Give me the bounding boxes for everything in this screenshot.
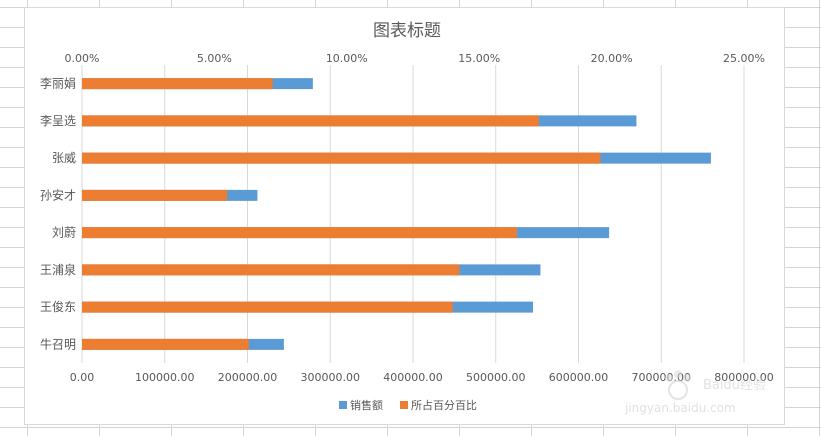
primary-tick-label: 200000.00 bbox=[218, 371, 278, 384]
primary-tick-label: 600000.00 bbox=[549, 371, 609, 384]
primary-tick-label: 500000.00 bbox=[466, 371, 526, 384]
paw-logo-icon bbox=[665, 370, 691, 400]
primary-tick-label: 0.00 bbox=[70, 371, 95, 384]
legend-swatch bbox=[339, 401, 347, 409]
primary-tick-label: 400000.00 bbox=[383, 371, 443, 384]
stacked-bar-chart: 图表标题 0.00% 5.00% 10.00% 15.00% 20.00% 25.00% … bbox=[40, 21, 774, 415]
secondary-tick-label: 10.00% bbox=[326, 52, 368, 65]
category-label: 李丽娟 bbox=[40, 76, 76, 91]
chart-title: 图表标题 bbox=[373, 21, 441, 41]
watermark-logo-text: Baidu经验 bbox=[703, 377, 766, 393]
bar-group bbox=[82, 78, 711, 350]
bar-percentage bbox=[82, 301, 453, 313]
primary-tick-label: 300000.00 bbox=[301, 371, 361, 384]
bar-percentage bbox=[82, 115, 539, 127]
bar-percentage bbox=[82, 189, 228, 201]
secondary-tick-label: 15.00% bbox=[458, 52, 500, 65]
category-label: 王浦泉 bbox=[40, 263, 76, 277]
secondary-tick-label: 20.00% bbox=[591, 52, 633, 65]
legend: 销售额 所占百分百比 bbox=[339, 398, 477, 412]
category-label: 牛召明 bbox=[40, 336, 76, 351]
legend-swatch bbox=[400, 401, 408, 409]
category-label: 李呈选 bbox=[40, 113, 76, 128]
category-label: 孙安才 bbox=[40, 187, 76, 202]
watermark-url: jingyan.baidu.com bbox=[624, 401, 736, 415]
primary-tick-label: 100000.00 bbox=[135, 371, 195, 384]
category-label: 王俊东 bbox=[40, 299, 76, 314]
secondary-tick-label: 0.00% bbox=[65, 52, 100, 65]
secondary-tick-label: 25.00% bbox=[723, 52, 765, 65]
bar-percentage bbox=[82, 227, 517, 239]
primary-tick-label: 800000.00 bbox=[714, 371, 774, 384]
bar-percentage bbox=[82, 78, 273, 90]
bar-percentage bbox=[82, 264, 460, 276]
chart-area[interactable]: 图表标题 0.00% 5.00% 10.00% 15.00% 20.00% 25.00% … bbox=[24, 7, 785, 425]
secondary-tick-label: 5.00% bbox=[197, 52, 232, 65]
legend-label: 销售额 bbox=[350, 398, 383, 412]
category-label: 张威 bbox=[52, 151, 76, 165]
grid-lines bbox=[81, 65, 745, 363]
bar-percentage bbox=[82, 338, 249, 350]
legend-label: 所占百分百比 bbox=[411, 398, 477, 412]
bar-percentage bbox=[82, 152, 601, 164]
watermark: Baidu经验 jingyan.baidu.com bbox=[624, 370, 766, 415]
category-label: 刘蔚 bbox=[52, 226, 76, 240]
secondary-axis: 0.00% 5.00% 10.00% 15.00% 20.00% 25.00% bbox=[65, 52, 765, 65]
